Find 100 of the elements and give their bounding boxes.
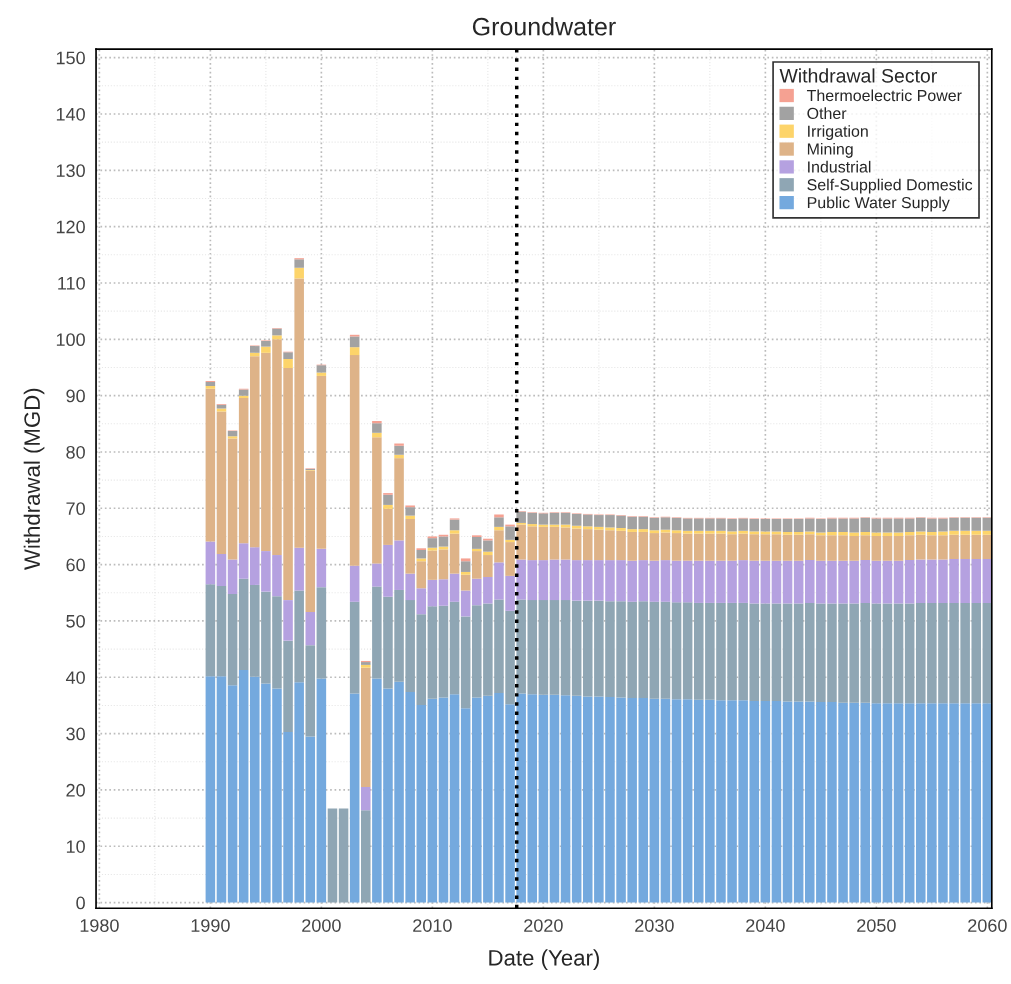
y-tick-label: 120 (56, 220, 85, 234)
y-tick-label: 110 (58, 276, 85, 290)
bar (793, 701, 804, 903)
bar (460, 571, 471, 575)
bar (405, 507, 415, 516)
bar (227, 438, 238, 560)
bar (793, 531, 804, 535)
bar (360, 810, 371, 903)
bar (238, 389, 249, 396)
bar (671, 699, 682, 903)
bar (294, 259, 304, 268)
bar (205, 676, 216, 903)
bar (205, 584, 216, 677)
y-tick-label: 100 (56, 333, 85, 347)
bar (682, 560, 693, 603)
bar (671, 602, 682, 700)
bar (438, 697, 449, 903)
bar (782, 701, 793, 903)
bar (882, 603, 893, 704)
bar (505, 539, 515, 543)
bar (671, 530, 682, 534)
bar (427, 538, 438, 548)
bar (682, 699, 693, 903)
bar (471, 548, 482, 552)
bar (771, 560, 782, 604)
y-tick-label: 150 (56, 51, 85, 65)
bar (449, 533, 460, 574)
bar (871, 603, 882, 704)
bar (427, 606, 438, 699)
bar (549, 694, 560, 903)
bar (571, 600, 582, 696)
bar (460, 590, 471, 617)
bar (549, 600, 560, 695)
bar (283, 352, 293, 360)
bar (305, 611, 316, 646)
bar (283, 600, 293, 641)
x-tick-label: 2000 (302, 919, 341, 932)
bar (538, 600, 549, 695)
bar (671, 517, 682, 531)
bar (449, 694, 460, 903)
bar (427, 579, 438, 607)
bar (316, 375, 327, 549)
bar (671, 560, 682, 603)
bar (682, 602, 693, 700)
bar (216, 411, 227, 554)
legend-label: Irrigation (808, 125, 868, 141)
bar (893, 535, 904, 561)
bar (316, 678, 327, 903)
bar (771, 603, 782, 701)
bar (771, 531, 782, 535)
bar (338, 808, 349, 903)
bar (449, 601, 460, 695)
bar (660, 698, 671, 903)
bar (216, 404, 227, 409)
bar (649, 698, 660, 903)
bar (649, 530, 660, 534)
x-tick-label: 2030 (635, 919, 674, 932)
y-tick-label: 40 (65, 671, 85, 684)
bar (649, 517, 660, 531)
bar (760, 531, 771, 535)
x-tick-label: 2050 (857, 919, 896, 932)
y-tick-label: 10 (66, 840, 85, 853)
bar (483, 551, 493, 556)
bar (416, 549, 427, 559)
bar (460, 574, 471, 591)
bar (982, 517, 992, 531)
bar (372, 432, 382, 438)
bar (682, 533, 693, 561)
bar (416, 558, 427, 562)
bar (460, 561, 471, 572)
bar (349, 565, 360, 602)
bar (760, 534, 771, 561)
bar (294, 547, 304, 591)
bar (782, 603, 793, 702)
bar (438, 536, 449, 547)
bar (349, 355, 360, 566)
bar (405, 515, 415, 519)
bar (660, 529, 671, 533)
legend-label: Self-Supplied Domestic (807, 178, 973, 194)
bar (771, 534, 782, 561)
bar (760, 700, 771, 903)
bar (316, 587, 327, 679)
bar (760, 518, 771, 532)
bar (904, 603, 915, 704)
legend-label: Industrial (808, 160, 871, 173)
bar (782, 531, 793, 535)
bar (349, 693, 360, 903)
bar (793, 534, 804, 561)
bar (904, 703, 915, 903)
bar (349, 336, 360, 348)
x-tick-label: 2020 (524, 919, 563, 932)
bar (871, 560, 882, 604)
bar (760, 603, 771, 701)
bar (449, 530, 460, 534)
y-tick-label: 90 (66, 389, 85, 403)
bar (383, 494, 393, 505)
bar (549, 526, 560, 560)
bar (460, 558, 471, 562)
bar (549, 512, 560, 525)
bar (882, 703, 893, 903)
